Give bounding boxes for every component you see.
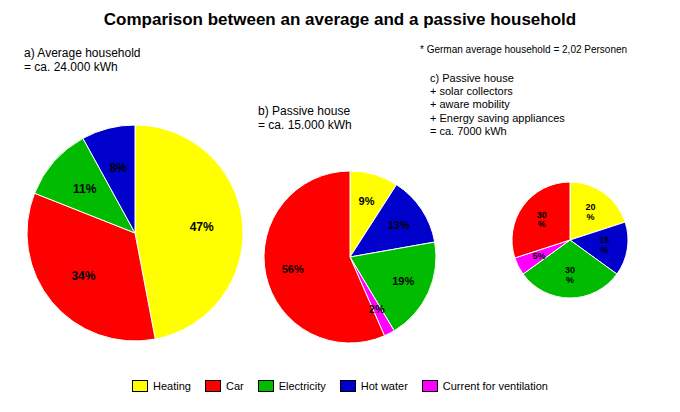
html-text:c) Passive house + solar colle: c) Passive house + solar collectors + aw… (430, 72, 565, 137)
html-text:b) Passive house = ca. 15.000: b) Passive house = ca. 15.000 kWh (258, 104, 352, 133)
html-text:Hot water: Hot water (360, 380, 408, 392)
html-text:* German average household = 2: * German average household = 2,02 Person… (420, 44, 628, 55)
svg-text:20%: 20% (585, 202, 595, 222)
svg-text:34%: 34% (71, 269, 95, 283)
html-text:Comparison between an average: Comparison between an average and a pass… (103, 10, 577, 29)
html-text:Car: Car (225, 380, 244, 392)
svg-text:30%: 30% (537, 210, 547, 230)
svg-text:47%: 47% (190, 220, 214, 234)
svg-text:2%: 2% (369, 303, 385, 315)
svg-text:8%: 8% (110, 161, 128, 175)
svg-text:5%: 5% (532, 251, 545, 261)
html-text:Heating: Heating (153, 380, 191, 392)
svg-text:15%: 15% (599, 235, 609, 255)
html-text:Electricity: Electricity (278, 380, 326, 392)
html-text:a) Average household = ca. 24.: a) Average household = ca. 24.000 kWh (24, 46, 141, 75)
svg-text:56%: 56% (282, 263, 304, 275)
html-text:Current for ventilation: Current for ventilation (442, 380, 548, 392)
svg-text:19%: 19% (392, 275, 414, 287)
svg-text:13%: 13% (388, 219, 410, 231)
svg-text:9%: 9% (359, 195, 375, 207)
svg-text:30%: 30% (565, 265, 575, 285)
svg-text:11%: 11% (73, 182, 97, 196)
